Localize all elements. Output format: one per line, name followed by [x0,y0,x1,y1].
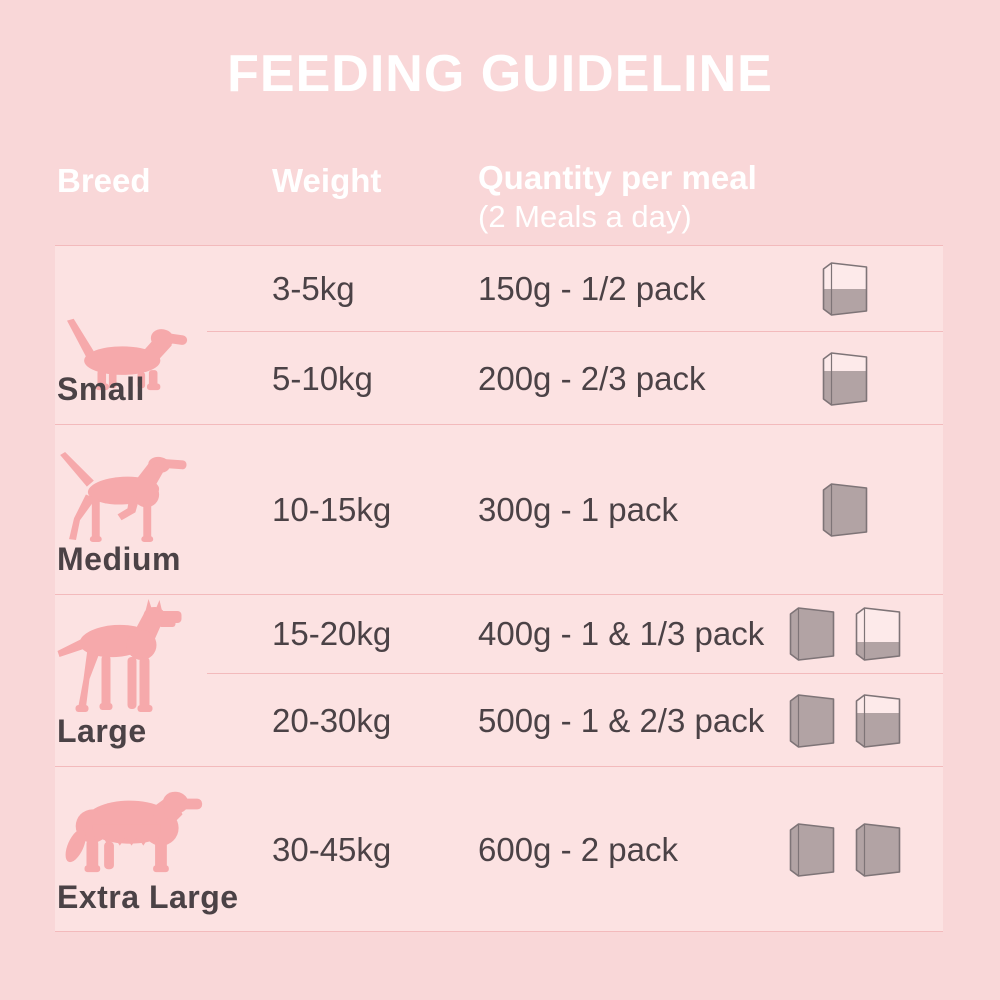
breed-section-large: Large 15-20kg 400g - 1 & 1/3 pack 20-30k… [55,594,943,766]
feeding-row: 30-45kg 600g - 2 pack [207,767,943,932]
breed-label: Medium [57,541,181,577]
pack-icon [822,351,868,406]
breed-label: Small [57,371,145,407]
column-header-quantity-line1: Quantity per meal [478,159,757,196]
quantity-value: 200g - 2/3 pack [478,359,706,397]
quantity-value: 150g - 1/2 pack [478,269,706,307]
breed-cell-large: Large [55,595,207,766]
bernese-silhouette-icon [65,791,203,873]
quantity-value: 300g - 1 pack [478,490,678,528]
weight-value: 30-45kg [272,830,392,868]
feeding-row: 10-15kg 300g - 1 pack [207,425,943,594]
column-header-quantity-line2: (2 Meals a day) [478,199,692,234]
column-header-weight: Weight [272,162,382,199]
feeding-row: 5-10kg 200g - 2/3 pack [207,331,943,425]
pack-icons [821,258,870,320]
breed-section-extra-large: Extra Large 30-45kg 600g - 2 pack [55,766,943,932]
pack-icons [788,603,903,665]
pack-icons [788,819,903,881]
pack-icons [821,479,870,541]
breed-cell-small: Small [55,246,207,424]
pack-icon [822,482,868,537]
pack-icons [788,690,903,752]
pack-icon [789,693,835,748]
feeding-row: 15-20kg 400g - 1 & 1/3 pack [207,595,943,673]
pack-icon [855,693,901,748]
weight-value: 10-15kg [272,490,392,528]
weight-value: 20-30kg [272,701,392,739]
breed-cell-medium: Medium [55,425,207,594]
pack-icon [789,822,835,877]
weight-value: 5-10kg [272,359,373,397]
feeding-row: 3-5kg 150g - 1/2 pack [207,246,943,331]
column-header-quantity: Quantity per meal (2 Meals a day) [478,158,757,236]
pack-icon [822,261,868,316]
quantity-value: 400g - 1 & 1/3 pack [478,615,765,652]
breed-label: Large [57,713,147,749]
quantity-value: 500g - 1 & 2/3 pack [478,701,765,739]
breed-section-medium: Medium 10-15kg 300g - 1 pack [55,424,943,594]
quantity-value: 600g - 2 pack [478,830,678,868]
page-title: FEEDING GUIDELINE [227,45,773,103]
column-header-breed: Breed [57,162,151,199]
breed-section-small: Small 3-5kg 150g - 1/2 pack 5-10kg 200g … [55,245,943,424]
pointer-silhouette-icon [60,451,187,543]
feeding-table: Small 3-5kg 150g - 1/2 pack 5-10kg 200g … [55,245,943,932]
weight-value: 3-5kg [272,269,355,307]
breed-label: Extra Large [57,879,239,915]
pack-icon [789,607,835,661]
dachshund-silhouette-icon [67,318,188,391]
weight-value: 15-20kg [272,615,392,652]
feeding-row: 20-30kg 500g - 1 & 2/3 pack [207,673,943,767]
great-dane-silhouette-icon [57,599,182,712]
pack-icons [821,348,870,410]
pack-icon [855,822,901,877]
breed-cell-extra-large: Extra Large [55,767,238,932]
pack-icon [855,607,901,661]
